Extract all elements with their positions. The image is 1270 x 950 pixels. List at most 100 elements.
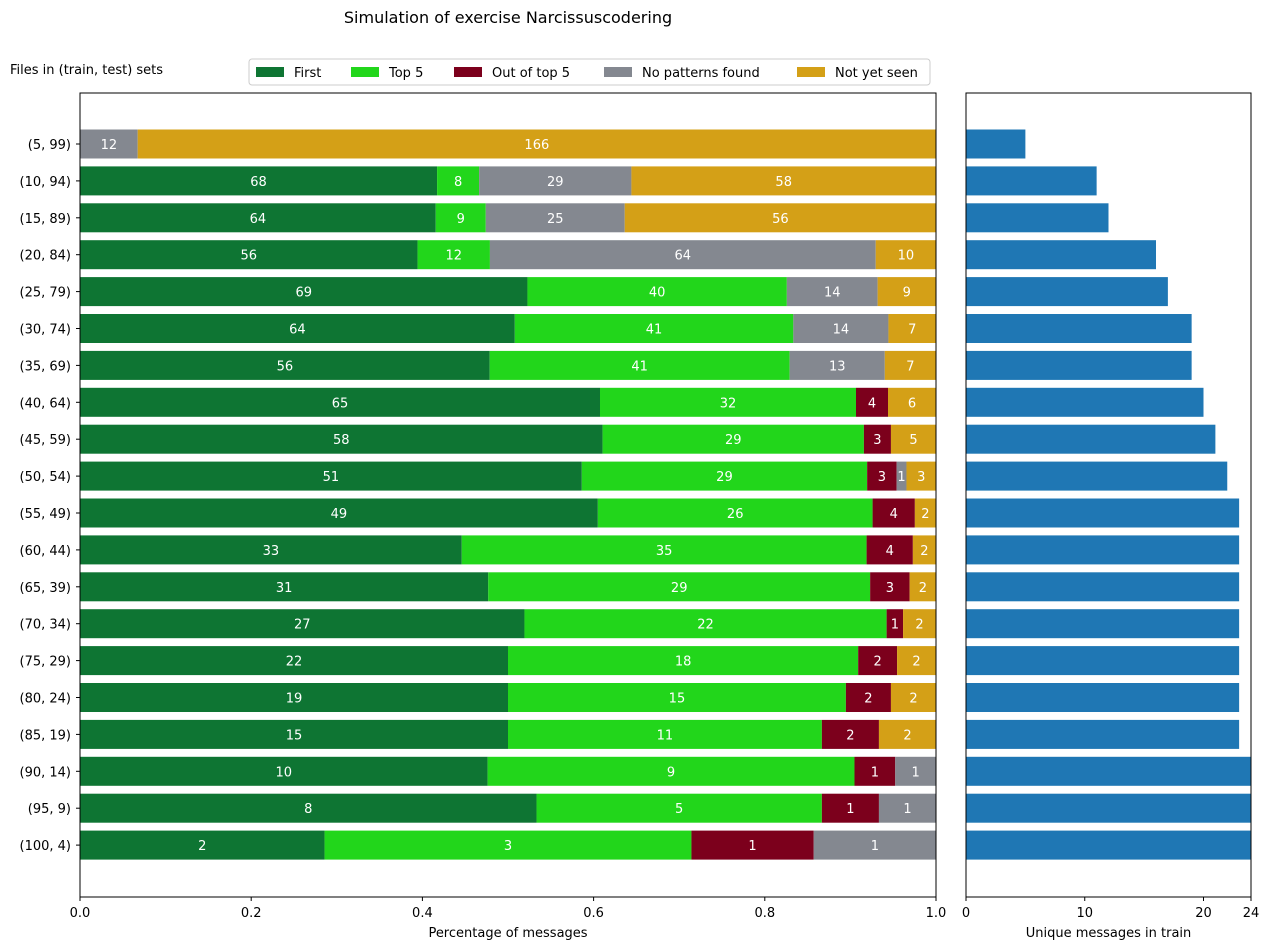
bar-segment xyxy=(80,683,508,712)
y-tick-label: (80, 24) xyxy=(20,692,72,707)
bar-segment xyxy=(897,646,936,676)
bar-value-label: 32 xyxy=(720,396,737,411)
side-bar xyxy=(966,277,1168,307)
bar-segment xyxy=(485,203,625,233)
bar-segment xyxy=(80,166,438,196)
bar-value-label: 31 xyxy=(276,581,293,596)
legend-entry-not-yet-seen: Not yet seen xyxy=(797,66,918,81)
bar-segment xyxy=(80,350,490,380)
side-bar xyxy=(966,683,1240,712)
bar-segment xyxy=(508,719,822,749)
legend-frame xyxy=(248,58,931,86)
bar-value-label: 1 xyxy=(903,802,911,817)
bar-segment xyxy=(80,830,325,860)
bar-value-label: 8 xyxy=(454,175,462,190)
y-tick-label: (70, 34) xyxy=(20,618,72,633)
bar-value-label: 22 xyxy=(286,655,303,670)
bar-segment xyxy=(435,203,486,233)
bar-value-label: 8 xyxy=(304,802,312,817)
bar-value-label: 4 xyxy=(886,544,894,559)
bar-value-label: 6 xyxy=(908,396,916,411)
bar-segment xyxy=(600,387,856,417)
bar-value-label: 69 xyxy=(295,286,312,301)
legend-swatch-no-patterns xyxy=(604,67,632,77)
bar-value-label: 19 xyxy=(286,692,303,707)
bar-value-label: 4 xyxy=(890,507,898,522)
bar-segment xyxy=(489,350,790,380)
bar-value-label: 15 xyxy=(669,692,686,707)
x-tick-label: 0.6 xyxy=(583,906,604,921)
bar-segment xyxy=(479,166,632,196)
bar-value-label: 2 xyxy=(920,544,928,559)
bar-value-label: 13 xyxy=(829,359,846,374)
bar-value-label: 9 xyxy=(903,286,911,301)
bar-segment xyxy=(875,240,936,270)
bar-value-label: 14 xyxy=(824,286,841,301)
bar-value-label: 1 xyxy=(891,618,899,633)
y-tick-label: (55, 49) xyxy=(20,507,72,522)
y-tick-label: (50, 54) xyxy=(20,470,72,485)
bar-value-label: 166 xyxy=(524,138,549,153)
side-bar xyxy=(966,535,1240,565)
unique-messages-panel: 0 10 20 24 Unique messages in train xyxy=(962,92,1259,941)
x-tick-label: 0.2 xyxy=(241,906,262,921)
bar-segment xyxy=(461,535,867,565)
bar-value-label: 49 xyxy=(331,507,348,522)
bar-segment xyxy=(903,609,936,639)
bar-value-label: 3 xyxy=(917,470,925,485)
bar-segment xyxy=(888,314,936,343)
bar-value-label: 22 xyxy=(697,618,714,633)
bar-segment xyxy=(909,572,936,602)
bar-segment xyxy=(890,424,936,454)
bar-value-label: 3 xyxy=(873,433,881,448)
bar-value-label: 2 xyxy=(912,655,920,670)
bar-value-label: 14 xyxy=(833,323,850,338)
legend-entry-out-of-top5: Out of top 5 xyxy=(454,66,570,81)
bar-value-label: 40 xyxy=(649,286,666,301)
bar-segment xyxy=(487,756,855,786)
x-tick-label: 1.0 xyxy=(926,906,947,921)
bar-segment xyxy=(80,461,582,491)
bar-value-label: 3 xyxy=(504,839,512,854)
bar-segment xyxy=(80,719,508,749)
bar-segment xyxy=(906,461,936,491)
y-tick-label: (40, 64) xyxy=(20,396,72,411)
bar-segment xyxy=(813,830,936,860)
y-tick-label: (30, 74) xyxy=(20,323,72,338)
side-bar xyxy=(966,387,1204,417)
bar-segment xyxy=(581,461,868,491)
x-tick-label: 0.0 xyxy=(70,906,91,921)
bar-segment xyxy=(914,498,936,528)
bar-segment xyxy=(80,793,537,823)
bar-value-label: 68 xyxy=(250,175,267,190)
bar-value-label: 56 xyxy=(277,359,294,374)
bar-value-label: 29 xyxy=(716,470,733,485)
bar-value-label: 29 xyxy=(547,175,564,190)
legend-label-first: First xyxy=(294,66,321,81)
legend-entry-no-patterns: No patterns found xyxy=(604,66,760,81)
legend-label-not-yet-seen: Not yet seen xyxy=(835,66,918,81)
bar-value-label: 25 xyxy=(547,212,564,227)
bar-segment xyxy=(437,166,480,196)
side-bar xyxy=(966,314,1192,343)
bar-value-label: 56 xyxy=(241,249,258,264)
bar-segment xyxy=(858,646,898,676)
legend-label-top5: Top 5 xyxy=(388,66,423,81)
y-tick-label: (45, 59) xyxy=(20,433,72,448)
bar-segment xyxy=(597,498,873,528)
legend-swatch-top5 xyxy=(351,67,379,77)
y-tick-label: (65, 39) xyxy=(20,581,72,596)
side-bar xyxy=(966,240,1156,270)
bar-value-label: 1 xyxy=(871,765,879,780)
bar-value-label: 64 xyxy=(250,212,267,227)
bar-segment xyxy=(854,756,896,786)
bar-segment xyxy=(80,314,515,343)
bar-segment xyxy=(524,609,887,639)
bar-value-label: 10 xyxy=(898,249,915,264)
bar-segment xyxy=(866,535,913,565)
side-bar xyxy=(966,646,1240,676)
side-bar xyxy=(966,609,1240,639)
legend-label-no-patterns: No patterns found xyxy=(642,66,760,81)
side-bar xyxy=(966,129,1026,159)
bar-segment xyxy=(890,683,936,712)
